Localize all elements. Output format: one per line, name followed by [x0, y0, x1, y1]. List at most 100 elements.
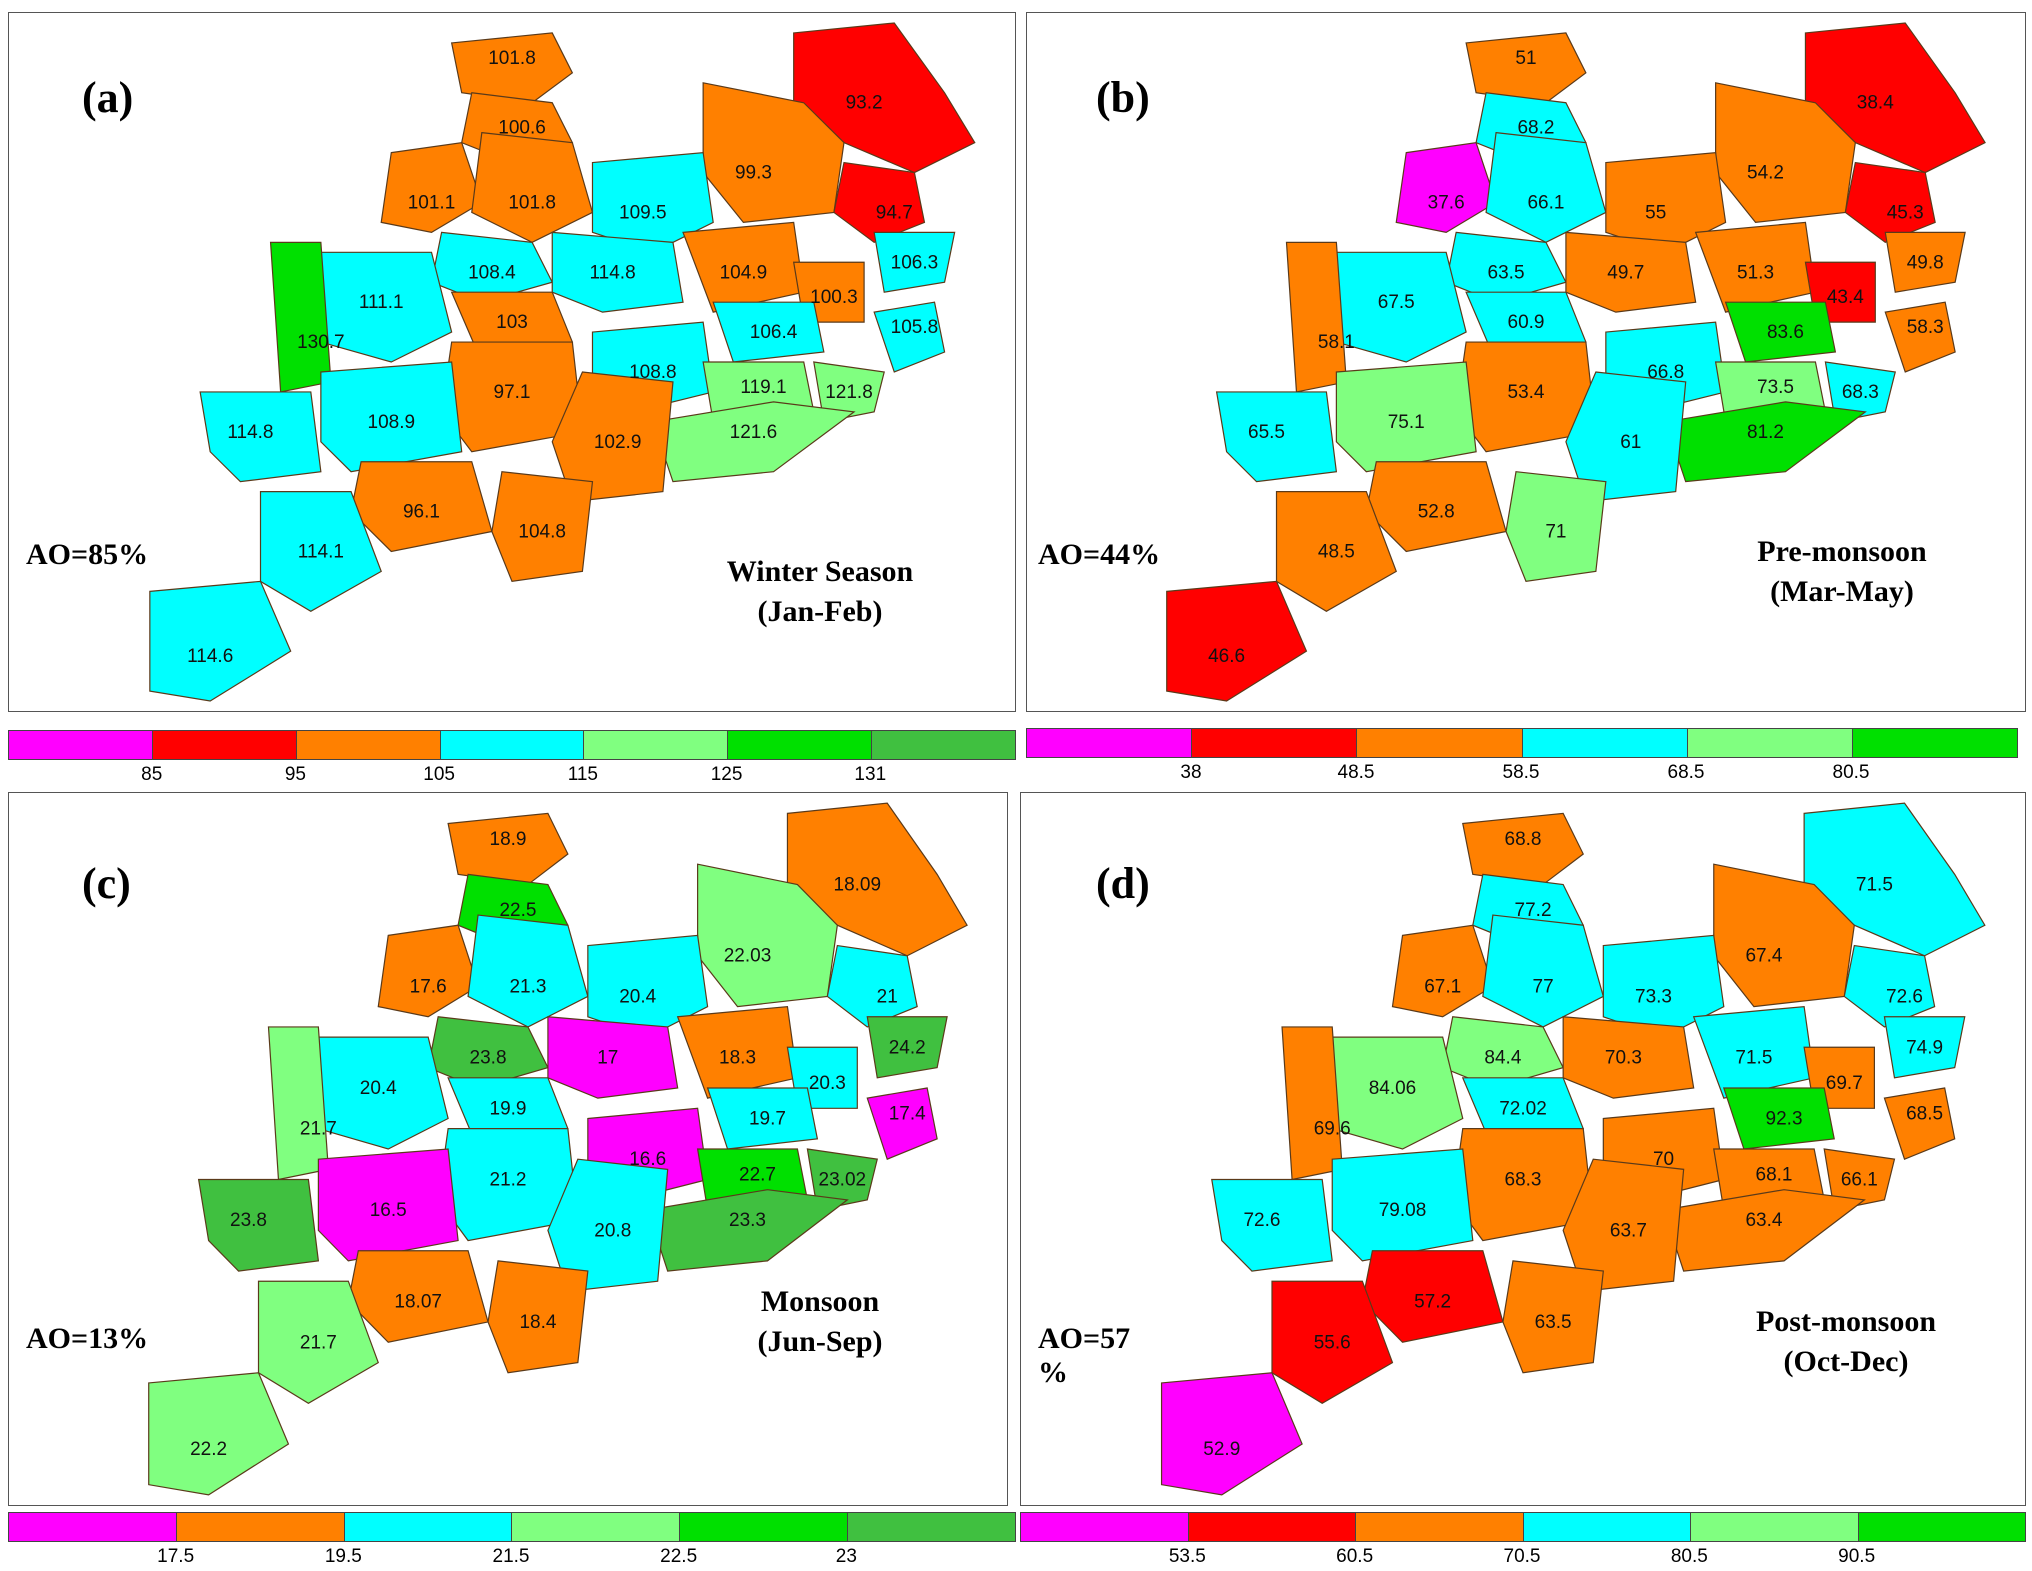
district-value-d-13: 71.5	[1735, 1047, 1772, 1068]
district-value-c-14: 20.3	[809, 1073, 846, 1094]
district-value-d-24: 79.08	[1379, 1200, 1427, 1221]
district-c-0	[447, 812, 569, 886]
colorbar-tick-c-0: 17.5	[157, 1546, 195, 1567]
district-value-a-6: 109.5	[619, 202, 667, 223]
district-value-a-7: 94.7	[876, 202, 913, 223]
district-value-b-21: 68.3	[1842, 382, 1879, 403]
ao-label-d: AO=57 %	[1038, 1322, 1131, 1389]
district-value-b-20: 73.5	[1757, 377, 1794, 398]
colorbar-tick-d-4: 90.5	[1838, 1546, 1876, 1567]
district-a-5	[471, 131, 594, 244]
district-c-21	[806, 1148, 879, 1211]
colorbar-swatch-d-3	[1523, 1513, 1691, 1541]
district-c-17	[706, 1087, 819, 1150]
district-value-c-24: 16.5	[370, 1200, 407, 1221]
district-d-17	[1722, 1087, 1835, 1150]
district-a-25	[551, 371, 674, 503]
district-c-6	[587, 934, 709, 1038]
colorbar-swatch-c-5	[848, 1513, 1015, 1541]
ao-label-c: AO=13%	[26, 1322, 149, 1355]
district-b-5	[1485, 131, 1607, 244]
district-a-4	[380, 141, 483, 234]
district-value-a-17: 106.4	[750, 322, 798, 343]
district-value-b-27: 71	[1545, 522, 1566, 543]
district-value-a-29: 114.6	[187, 646, 233, 667]
district-value-d-0: 68.8	[1505, 829, 1542, 850]
panel-label-b: (b)	[1096, 73, 1150, 122]
ao-label-a: AO=85%	[26, 538, 149, 571]
district-c-10	[866, 1016, 948, 1079]
district-d-0	[1462, 812, 1584, 886]
district-a-28	[259, 491, 382, 612]
panel-label-d: (d)	[1096, 859, 1150, 908]
district-value-a-0: 101.8	[488, 48, 536, 69]
district-a-17	[712, 301, 825, 363]
district-c-5	[467, 914, 589, 1028]
district-value-d-3: 67.4	[1745, 946, 1782, 967]
panel-label-a: (a)	[82, 73, 134, 122]
colorbar-swatch-a-4	[584, 731, 729, 759]
colorbar-tick-a-3: 115	[567, 764, 598, 785]
district-value-d-19: 70	[1653, 1149, 1674, 1170]
district-a-27	[491, 471, 594, 583]
district-value-b-25: 61	[1620, 432, 1641, 453]
district-d-10	[1883, 1016, 1966, 1079]
district-value-c-0: 18.9	[490, 829, 527, 850]
colorbar-tick-d-0: 53.5	[1168, 1546, 1206, 1567]
district-value-b-26: 52.8	[1418, 502, 1455, 523]
colorbar-tick-d-1: 60.5	[1336, 1546, 1374, 1567]
district-value-d-17: 92.3	[1766, 1108, 1803, 1129]
colorbar-tick-a-4: 125	[710, 764, 743, 785]
district-value-b-2: 38.4	[1857, 93, 1894, 114]
district-value-b-10: 49.8	[1907, 252, 1944, 273]
district-value-d-28: 55.6	[1314, 1332, 1351, 1353]
district-d-28	[1271, 1280, 1394, 1404]
district-value-c-23: 23.8	[230, 1210, 267, 1231]
district-value-d-16: 68.3	[1505, 1170, 1542, 1191]
colorbar-swatch-a-5	[728, 731, 873, 759]
district-b-23	[1215, 391, 1338, 483]
colorbar-a	[8, 730, 1016, 760]
district-value-c-4: 17.6	[410, 976, 447, 997]
district-value-b-14: 43.4	[1827, 287, 1864, 308]
colorbar-tick-a-1: 95	[284, 764, 306, 785]
panel-label-c: (c)	[82, 859, 131, 908]
colorbar-d	[1020, 1512, 2026, 1542]
district-a-21	[813, 361, 885, 423]
district-a-23	[199, 391, 322, 483]
district-value-a-23: 114.8	[227, 422, 273, 443]
district-d-22	[1662, 1189, 1866, 1272]
district-value-a-4: 101.1	[408, 192, 456, 213]
district-d-15	[1281, 1026, 1343, 1181]
colorbar-swatch-b-4	[1687, 729, 1853, 757]
colorbar-tick-c-3: 22.5	[660, 1546, 698, 1567]
district-b-17	[1724, 301, 1837, 363]
ao-label-b: AO=44%	[1038, 538, 1161, 571]
district-value-d-2: 71.5	[1856, 875, 1893, 896]
district-b-25	[1565, 371, 1687, 503]
colorbar-tick-b-2: 58.5	[1502, 762, 1540, 783]
district-value-a-8: 108.4	[468, 262, 516, 283]
district-value-d-9: 70.3	[1605, 1047, 1642, 1068]
district-c-29	[148, 1372, 290, 1496]
district-c-7	[826, 944, 918, 1028]
district-b-4	[1395, 141, 1497, 234]
colorbar-c	[8, 1512, 1016, 1542]
district-value-d-22: 63.4	[1745, 1210, 1782, 1231]
district-d-4	[1391, 924, 1494, 1018]
season-name-d: Post-monsoon	[1755, 1305, 1936, 1338]
colorbar-tick-b-1: 48.5	[1337, 762, 1375, 783]
district-d-18	[1883, 1087, 1956, 1160]
season-label-a: Winter Season (Jan-Feb)	[690, 552, 950, 632]
district-b-22	[1664, 401, 1867, 483]
district-value-d-21: 66.1	[1841, 1170, 1878, 1191]
district-d-25	[1562, 1158, 1685, 1293]
district-value-d-6: 73.3	[1635, 986, 1672, 1007]
district-value-c-12: 19.9	[490, 1098, 527, 1119]
district-value-c-25: 20.8	[594, 1220, 631, 1241]
district-value-c-21: 23.02	[819, 1170, 867, 1191]
colorbar-swatch-c-0	[9, 1513, 177, 1541]
district-value-d-27: 63.5	[1535, 1312, 1572, 1333]
district-value-c-28: 21.7	[300, 1332, 337, 1353]
district-value-b-4: 37.6	[1428, 192, 1465, 213]
